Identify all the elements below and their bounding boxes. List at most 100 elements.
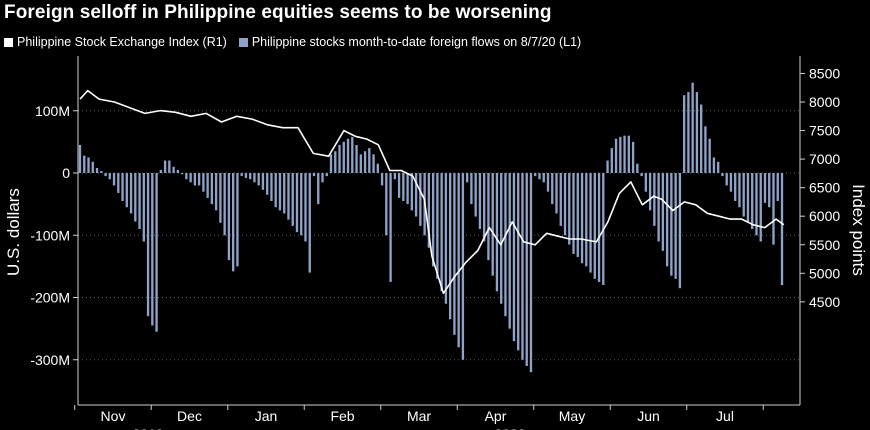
right-tick-label: 8500 bbox=[809, 65, 840, 81]
flow-bar bbox=[138, 173, 141, 230]
flow-bar bbox=[610, 148, 613, 173]
flow-bar bbox=[763, 173, 767, 203]
flow-bar bbox=[534, 173, 537, 177]
flow-bar bbox=[197, 173, 201, 186]
right-tick-label: 6000 bbox=[809, 208, 840, 224]
flow-bar bbox=[457, 173, 460, 348]
right-tick-label: 6500 bbox=[809, 180, 840, 196]
left-tick-label: -200M bbox=[30, 290, 70, 306]
flow-bar bbox=[223, 173, 226, 236]
flow-bar bbox=[278, 173, 282, 211]
flow-bar bbox=[240, 173, 243, 177]
flow-bar bbox=[380, 173, 384, 186]
flow-bar bbox=[308, 173, 311, 273]
flow-bar bbox=[431, 173, 435, 267]
flow-bar bbox=[525, 173, 528, 366]
flow-bar bbox=[699, 104, 703, 173]
flow-bar bbox=[691, 82, 694, 173]
left-tick-label: 0 bbox=[62, 165, 70, 181]
flow-bar bbox=[606, 160, 609, 173]
flow-bar bbox=[470, 173, 473, 205]
flow-bar bbox=[253, 173, 256, 183]
flow-bar bbox=[504, 173, 507, 317]
flow-bar bbox=[185, 173, 188, 180]
flow-bar bbox=[295, 173, 299, 233]
x-tick-label: Jul bbox=[716, 408, 734, 424]
flow-bar bbox=[274, 173, 277, 208]
flow-bar bbox=[487, 173, 490, 261]
flow-bar bbox=[695, 92, 699, 173]
x-tick-label: Nov bbox=[101, 408, 126, 424]
legend-item-line: Philippine Stock Exchange Index (R1) bbox=[4, 35, 227, 49]
flow-bar bbox=[729, 173, 733, 192]
flow-bar bbox=[448, 173, 452, 320]
year-label: 2020 bbox=[494, 426, 525, 430]
right-tick-label: 5500 bbox=[809, 237, 840, 253]
flow-bar bbox=[661, 173, 665, 251]
flow-bar bbox=[746, 173, 750, 223]
flow-bar bbox=[559, 173, 562, 226]
flow-bar bbox=[500, 173, 503, 304]
flow-bar bbox=[576, 173, 579, 258]
flow-bar bbox=[623, 135, 626, 173]
flow-bar bbox=[283, 173, 286, 214]
flow-bar bbox=[436, 173, 439, 279]
legend-item-bars: Philippine stocks month-to-date foreign … bbox=[238, 35, 582, 49]
left-axis-title: U.S. dollars bbox=[4, 188, 23, 276]
flow-bar bbox=[291, 173, 294, 226]
flow-bar bbox=[91, 161, 94, 173]
flow-bar bbox=[317, 173, 320, 205]
flow-bar bbox=[176, 169, 180, 173]
left-tick-label: 100M bbox=[35, 103, 70, 119]
flow-bar bbox=[517, 173, 520, 351]
flow-bar bbox=[742, 173, 745, 217]
flow-bar bbox=[657, 173, 660, 242]
flow-bar bbox=[95, 168, 99, 173]
flow-bar bbox=[508, 173, 511, 329]
flow-bar bbox=[619, 136, 622, 173]
flow-bar bbox=[397, 173, 401, 198]
flow-bar bbox=[580, 173, 584, 264]
flow-bar bbox=[210, 173, 214, 205]
flow-bar bbox=[414, 173, 418, 217]
flow-bar bbox=[717, 161, 720, 173]
flow-bar bbox=[266, 173, 269, 195]
flow-bar bbox=[87, 157, 90, 173]
flow-bar bbox=[631, 141, 635, 173]
legend-line-label: Philippine Stock Exchange Index (R1) bbox=[17, 35, 227, 49]
flow-bar bbox=[257, 173, 260, 186]
index-line bbox=[79, 89, 785, 295]
flow-bar bbox=[249, 173, 252, 180]
flow-bar bbox=[708, 138, 711, 173]
x-tick-label: Apr bbox=[485, 408, 507, 424]
flow-bar bbox=[351, 136, 354, 173]
x-tick-label: Jun bbox=[637, 408, 660, 424]
flow-bar bbox=[402, 173, 405, 202]
flow-bar bbox=[738, 173, 741, 208]
legend-bar-label: Philippine stocks month-to-date foreign … bbox=[251, 35, 582, 49]
flow-bar bbox=[512, 173, 516, 342]
flow-bar bbox=[236, 173, 239, 267]
flow-bar bbox=[163, 160, 167, 173]
flow-bar bbox=[83, 155, 86, 173]
flow-bar bbox=[168, 160, 171, 173]
flow-bar bbox=[231, 173, 235, 272]
flow-bar bbox=[244, 173, 248, 178]
flow-bar bbox=[172, 166, 175, 173]
left-tick-label: -300M bbox=[30, 352, 70, 368]
flow-bar bbox=[312, 173, 316, 177]
flow-bar bbox=[440, 173, 443, 292]
right-tick-label: 7000 bbox=[809, 151, 840, 167]
flow-bar bbox=[334, 151, 337, 173]
flow-bar bbox=[385, 173, 388, 236]
x-tick-label: May bbox=[559, 408, 585, 424]
flow-bar bbox=[189, 173, 192, 183]
flow-bar bbox=[555, 173, 558, 214]
legend: Philippine Stock Exchange Index (R1) Phi… bbox=[4, 35, 581, 49]
flow-bar bbox=[648, 173, 652, 211]
left-tick-label: -100M bbox=[30, 227, 70, 243]
chart-title: Foreign selloff in Philippine equities s… bbox=[4, 2, 552, 23]
flow-bar bbox=[780, 173, 784, 286]
flow-bar bbox=[614, 138, 618, 173]
